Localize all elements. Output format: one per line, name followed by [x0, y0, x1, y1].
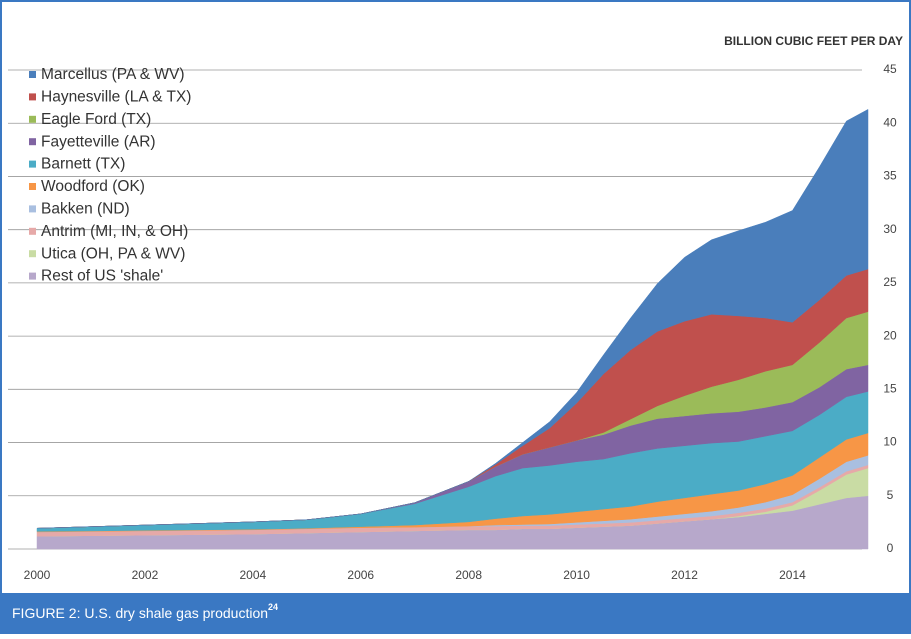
y-tick-label: 35 [883, 169, 897, 183]
legend-swatch [29, 272, 36, 280]
y-tick-label: 5 [887, 488, 894, 502]
legend-swatch [29, 250, 36, 258]
x-tick-label: 2004 [239, 568, 266, 582]
legend-label: Haynesville (LA & TX) [41, 88, 191, 105]
area [36, 108, 869, 529]
legend-swatch [29, 138, 36, 146]
legend-swatch [29, 205, 36, 213]
legend-swatch [29, 227, 36, 235]
y-tick-label: 10 [883, 435, 897, 449]
legend-label: Fayetteville (AR) [41, 133, 156, 150]
y-tick-label: 30 [883, 222, 897, 236]
y-tick-label: 20 [883, 328, 897, 342]
y-tick-label: 45 [883, 62, 897, 76]
legend-label: Barnett (TX) [41, 156, 125, 173]
y-tick-label: 15 [883, 382, 897, 396]
legend-swatch [29, 160, 36, 168]
y-tick-label: 25 [883, 275, 897, 289]
legend-label: Rest of US 'shale' [41, 268, 163, 285]
x-tick-label: 2010 [563, 568, 590, 582]
legend-label: Woodford (OK) [41, 178, 145, 195]
y-tick-label: 0 [887, 541, 894, 555]
y-tick-label: 40 [883, 115, 897, 129]
legend-label: Antrim (MI, IN, & OH) [41, 223, 188, 240]
legend-label: Marcellus (PA & WV) [41, 66, 185, 83]
legend-swatch [29, 93, 36, 101]
legend-swatch [29, 115, 36, 123]
x-tick-label: 2008 [455, 568, 482, 582]
caption: FIGURE 2: U.S. dry shale gas production2… [12, 602, 278, 620]
x-tick-label: 2014 [779, 568, 806, 582]
x-tick-label: 2000 [24, 568, 51, 582]
legend-swatch [29, 71, 36, 78]
legend-label: Bakken (ND) [41, 200, 130, 217]
caption-note: 24 [268, 602, 278, 612]
legend-swatch [29, 183, 36, 190]
legend-label: Eagle Ford (TX) [41, 111, 151, 128]
x-tick-label: 2012 [671, 568, 698, 582]
unit-label: BILLION CUBIC FEET PER DAY [724, 34, 903, 48]
caption-label: FIGURE 2 [12, 605, 77, 621]
caption-text: : U.S. dry shale gas production [77, 605, 268, 621]
legend-label: Utica (OH, PA & WV) [41, 245, 185, 262]
x-tick-label: 2002 [132, 568, 159, 582]
x-tick-label: 2006 [347, 568, 374, 582]
caption-bar [0, 593, 911, 634]
